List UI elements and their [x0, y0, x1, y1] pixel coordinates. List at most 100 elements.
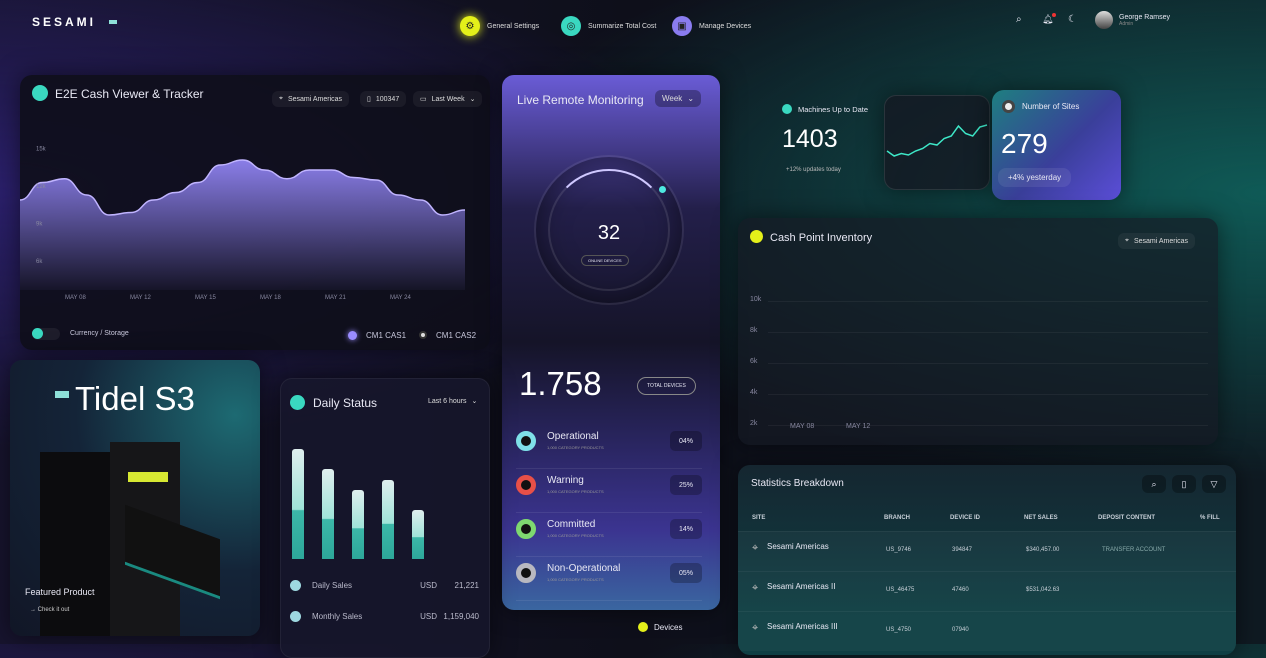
gridline [768, 394, 1208, 395]
table-row[interactable]: ⌖ Sesami Americas II US_46475 47460 $531… [738, 571, 1236, 611]
x-tick: MAY 15 [195, 295, 216, 301]
status-sub: 1,000 CATEGORY PRODUCTS [547, 533, 604, 538]
bar[interactable] [292, 449, 304, 559]
nav-label: General Settings [487, 22, 540, 30]
status-ring-icon [516, 563, 536, 583]
summarize-cost-button[interactable]: ◎ Summarize Total Cost [561, 16, 656, 36]
hours-dropdown[interactable]: Last 6 hours ⌄ [421, 393, 484, 409]
online-label: ONLINE DEVICES [581, 255, 629, 266]
online-count: 32 [597, 222, 621, 244]
machines-card: Machines Up to Date 1403 +12% updates to… [772, 92, 882, 187]
search-icon[interactable]: ⌕ [1016, 14, 1022, 25]
x-tick: MAY 24 [390, 295, 411, 301]
machines-value: 1403 [782, 125, 838, 153]
y-tick: 10k [750, 296, 762, 303]
devices-icon [638, 622, 648, 632]
general-settings-button[interactable]: ⚙ General Settings [460, 16, 539, 36]
status-row[interactable]: Warning 1,000 CATEGORY PRODUCTS 25% [516, 469, 702, 513]
gauge-marker [659, 186, 666, 193]
y-tick: 12k [36, 184, 47, 190]
area-series [20, 160, 465, 290]
avatar [1095, 11, 1113, 29]
status-pct: 14% [670, 519, 702, 539]
sales-label: Daily Sales [312, 581, 353, 590]
table-row[interactable]: ⌖ Sesami Americas US_9746 394847 $340,45… [738, 531, 1236, 571]
week-dropdown[interactable]: Week ⌄ [655, 90, 702, 107]
location-filter[interactable]: ⌖ Sesami Americas [1118, 233, 1196, 249]
column-header[interactable]: SITE [752, 515, 766, 521]
sparkline [886, 124, 988, 157]
export-button[interactable]: ▯ [1172, 475, 1196, 493]
sparkline-line [886, 124, 988, 157]
stats-card: Statistics Breakdown ⌕ ▯ ▽ SITE BRANCH DEV… [738, 465, 1236, 655]
sales-row: Monthly Sales USD 1,159,040 [290, 611, 479, 625]
status-icon [290, 395, 305, 410]
status-pct: 04% [670, 431, 702, 451]
online-gauge: 32 ONLINE DEVICES [534, 155, 684, 305]
period-dropdown[interactable]: ▭ Last Week ⌄ [413, 91, 483, 107]
gridline [768, 363, 1208, 364]
series-line [20, 159, 466, 216]
bar[interactable] [412, 509, 424, 559]
column-header[interactable]: DEPOSIT CONTENT [1098, 515, 1156, 521]
card-title: Live Remote Monitoring [517, 93, 644, 107]
check-it-out-link[interactable]: → Check it out [30, 607, 70, 613]
y-tick: 2k [750, 420, 758, 427]
location-label: Sesami Americas [287, 95, 343, 103]
device-label: 100347 [375, 95, 400, 103]
site-cell: Sesami Americas [767, 542, 829, 551]
status-sub: 1,000 CATEGORY PRODUCTS [547, 445, 604, 450]
column-header[interactable]: % FILL [1200, 515, 1220, 521]
y-tick: 15k [36, 147, 47, 153]
machines-sparkline-card [884, 95, 990, 190]
daily-status-card: Daily Status Last 6 hours ⌄ Daily Sales U… [280, 378, 490, 658]
branch-cell: US_46475 [886, 587, 915, 593]
branch-cell: US_9746 [886, 547, 912, 553]
machines-change: +12% updates today [786, 167, 841, 173]
user-name: George Ramsey [1119, 13, 1170, 21]
cost-icon: ◎ [561, 16, 581, 36]
manage-devices-button[interactable]: ▣ Manage Devices [672, 16, 751, 36]
chevron-down-icon: ⌄ [687, 94, 695, 103]
bell-icon[interactable]: 🔔︎ [1042, 13, 1057, 25]
inventory-card: Cash Point Inventory ⌖ Sesami Americas 10… [738, 218, 1218, 445]
status-row[interactable]: Operational 1,000 CATEGORY PRODUCTS 04% [516, 425, 702, 469]
column-header[interactable]: NET SALES [1024, 515, 1058, 521]
sales-row: Daily Sales USD 21,221 [290, 580, 479, 594]
gridline [768, 332, 1208, 333]
table-row[interactable]: ⌖ Sesami Americas III US_4750 07940 [738, 611, 1236, 651]
product-badge [55, 391, 69, 398]
search-button[interactable]: ⌕ [1142, 475, 1166, 493]
y-tick: 4k [750, 389, 758, 396]
product-name: Tidel S3 [75, 380, 195, 417]
devices-icon: ▣ [672, 16, 692, 36]
live-monitoring-card: Live Remote Monitoring Week ⌄ 32 ONLINE D… [502, 75, 720, 610]
area-chart: 15k 12k 9k 6k MAY 08 MAY 12 MAY 15 MAY 18 MAY 21… [20, 147, 466, 301]
currency-toggle[interactable] [32, 328, 60, 340]
status-row[interactable]: Non-Operational 1,000 CATEGORY PRODUCTS … [516, 557, 702, 601]
status-label: Operational [547, 431, 599, 442]
y-tick: 6k [36, 259, 43, 265]
nav-label: Manage Devices [699, 22, 752, 30]
product-card: Tidel S3 Featured Product → Check it out [10, 360, 260, 636]
period-label: Last Week [431, 95, 465, 103]
moon-icon[interactable]: ☾ [1068, 14, 1077, 25]
column-header[interactable]: DEVICE ID [950, 515, 981, 521]
bar[interactable] [322, 468, 334, 559]
device-filter[interactable]: ▯ 100347 [360, 91, 407, 107]
column-header[interactable]: BRANCH [884, 515, 910, 521]
x-tick: MAY 08 [65, 295, 86, 301]
x-tick: MAY 21 [325, 295, 346, 301]
logo[interactable]: SESAMI [32, 15, 97, 29]
filter-button[interactable]: ▽ [1202, 475, 1226, 493]
status-row[interactable]: Committed 1,000 CATEGORY PRODUCTS 14% [516, 513, 702, 557]
devices-tab[interactable]: Devices [638, 622, 682, 632]
user-menu[interactable]: George Ramsey Admin [1095, 11, 1170, 29]
location-filter[interactable]: ⌖ Sesami Americas [272, 91, 350, 107]
bar[interactable] [382, 479, 394, 559]
pin-icon: ⌖ [752, 582, 759, 594]
bar[interactable] [352, 489, 364, 559]
link-label: Check it out [37, 607, 70, 613]
sales-label: Monthly Sales [312, 612, 363, 621]
sites-change: +4% yesterday [998, 168, 1072, 187]
